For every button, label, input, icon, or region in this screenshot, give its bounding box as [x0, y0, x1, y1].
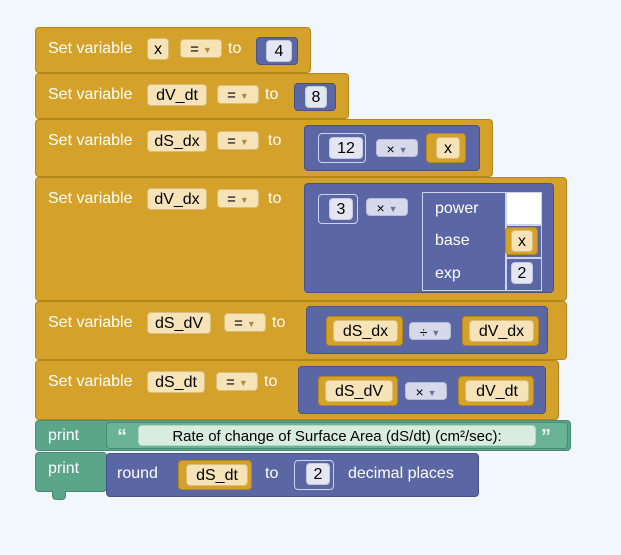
assign-operator-dropdown[interactable]: = ▼: [180, 39, 222, 58]
assign-operator-dropdown[interactable]: = ▼: [216, 372, 258, 391]
to-label: to: [265, 465, 279, 482]
variable-field-x[interactable]: x: [436, 137, 460, 159]
assign-operator-dropdown[interactable]: = ▼: [217, 85, 259, 104]
variable-field-dS_dV[interactable]: dS_dV: [325, 380, 393, 402]
number-field-2[interactable]: 2: [306, 463, 330, 485]
block-notch: [52, 491, 66, 500]
to-label: to: [268, 132, 282, 149]
close-quote-icon: ”: [541, 426, 551, 448]
print-label: print: [48, 427, 80, 444]
variable-field-dS_dt[interactable]: dS_dt: [147, 371, 205, 393]
set-variable-label: Set variable: [48, 190, 133, 207]
number-field-12[interactable]: 12: [329, 137, 363, 159]
to-label: to: [272, 314, 286, 331]
variable-field-dV_dx[interactable]: dV_dx: [469, 320, 534, 342]
variable-field-x[interactable]: x: [147, 38, 169, 60]
chevron-down-icon: ▼: [398, 145, 408, 156]
variable-field-dV_dx[interactable]: dV_dx: [147, 188, 207, 210]
assign-operator-dropdown[interactable]: = ▼: [217, 189, 259, 208]
decimal-places-label: decimal places: [348, 465, 454, 482]
set-variable-label: Set variable: [48, 132, 133, 149]
variable-field-dV_dt[interactable]: dV_dt: [147, 84, 207, 106]
operator-dropdown-divide[interactable]: ÷ ▼: [409, 322, 451, 340]
chevron-down-icon: ▼: [239, 90, 249, 101]
chevron-down-icon: ▼: [202, 44, 212, 55]
text-field[interactable]: Rate of change of Surface Area (dS/dt) (…: [138, 425, 536, 446]
number-field-2[interactable]: 2: [511, 262, 533, 284]
base-label: base: [435, 232, 470, 249]
chevron-down-icon: ▼: [388, 204, 398, 215]
variable-field-dS_dx[interactable]: dS_dx: [147, 130, 207, 152]
set-variable-label: Set variable: [48, 314, 133, 331]
power-block[interactable]: [422, 192, 506, 291]
print-label: print: [48, 460, 80, 477]
number-field-3[interactable]: 3: [329, 198, 353, 220]
to-label: to: [268, 190, 282, 207]
to-label: to: [228, 40, 242, 57]
number-field-8[interactable]: 8: [305, 86, 327, 108]
number-field-4[interactable]: 4: [266, 40, 292, 62]
to-label: to: [265, 86, 279, 103]
chevron-down-icon: ▼: [431, 328, 441, 339]
chevron-down-icon: ▼: [238, 377, 248, 388]
chevron-down-icon: ▼: [239, 194, 249, 205]
set-variable-label: Set variable: [48, 373, 133, 390]
exp-label: exp: [435, 265, 461, 282]
chevron-down-icon: ▼: [427, 388, 437, 399]
variable-field-dV_dt[interactable]: dV_dt: [465, 380, 529, 402]
variable-field-dS_dx[interactable]: dS_dx: [333, 320, 398, 342]
chevron-down-icon: ▼: [246, 318, 256, 329]
open-quote-icon: “: [117, 426, 127, 448]
chevron-down-icon: ▼: [239, 136, 249, 147]
operator-dropdown-multiply[interactable]: × ▼: [376, 139, 418, 157]
to-label: to: [264, 373, 278, 390]
variable-field-dS_dt[interactable]: dS_dt: [186, 464, 248, 486]
variable-field-dS_dV[interactable]: dS_dV: [147, 312, 211, 334]
operator-dropdown-multiply[interactable]: × ▼: [366, 198, 408, 216]
power-top-slot: [506, 192, 542, 225]
operator-dropdown-multiply[interactable]: × ▼: [405, 382, 447, 400]
power-label: power: [435, 200, 479, 217]
variable-field-x[interactable]: x: [511, 230, 533, 252]
round-label: round: [117, 465, 158, 482]
set-variable-label: Set variable: [48, 40, 133, 57]
assign-operator-dropdown[interactable]: = ▼: [217, 131, 259, 150]
assign-operator-dropdown[interactable]: = ▼: [224, 313, 266, 332]
set-variable-label: Set variable: [48, 86, 133, 103]
round-block[interactable]: [106, 453, 479, 497]
